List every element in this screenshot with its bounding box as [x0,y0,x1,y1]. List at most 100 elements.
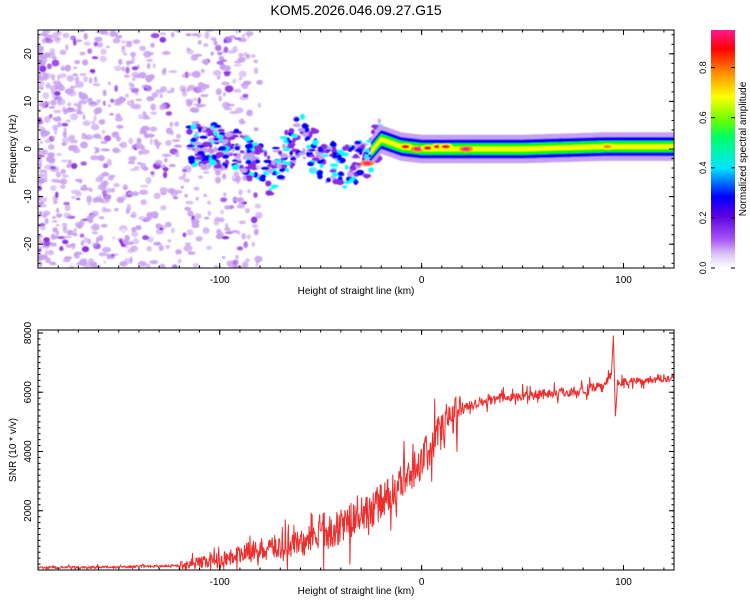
spectrogram-cell [130,51,137,58]
spectrogram-cell [211,154,217,160]
spectrogram-cell [186,144,195,148]
spectrogram-cell [342,185,348,189]
spectrogram-cell [52,216,56,219]
spectrogram-cell [102,90,107,97]
spectrogram-cell [93,261,97,267]
spectrogram-cell [253,67,259,75]
spectrogram-cell [213,137,219,141]
spectrogram-cell [152,63,156,69]
spectrogram-cell [289,150,293,156]
snr-series-line [38,335,674,570]
spectrogram-cell [121,66,126,72]
spectrogram-cell [38,181,43,188]
colorbar-tick-label: 0.8 [698,61,708,74]
spectrogram-cell [170,227,175,234]
spectrogram-cell [238,77,243,81]
spectrogram-cell [312,139,319,146]
spectrogram-cell [45,82,51,89]
spectrogram-x-label: Height of straight line (km) [298,286,415,297]
spectrogram-cell [119,143,123,147]
spectrogram-cell [121,40,126,44]
spectrogram-cell [55,166,59,172]
spectrogram-cell [173,144,182,148]
spectrogram-cell [231,230,239,233]
spectrogram-cell [46,63,53,70]
spectrogram-cell [311,168,316,172]
spectrogram-cell [300,128,306,132]
spectrogram-cell [71,196,76,199]
spectrogram-cell [55,171,62,178]
spectrogram-cell [92,223,100,231]
spectrogram-cell [353,153,359,158]
spectrogram-cell [134,142,143,150]
spectrogram-cell [191,121,200,125]
spectrogram-cell [336,160,340,164]
spectrogram-cell [106,159,113,166]
spectrogram-cell [38,248,42,253]
spectrogram-cell [284,129,289,136]
spectrogram-cell [347,171,354,177]
spectrogram-cell [246,109,254,117]
spectrogram-cell [214,44,222,52]
spectrogram-cell [222,91,226,97]
spectrogram-cell [80,240,85,247]
spectrogram-cell [240,83,247,87]
spectrogram-cell [82,59,89,66]
spectrogram-cell [185,33,192,37]
spectrogram-cell [207,200,212,205]
spectrogram-cell [232,46,238,53]
spectrogram-cell [98,252,108,257]
spectrogram-cell [106,187,112,194]
spectrogram-cell [81,136,90,140]
spectrogram-cell [195,196,199,201]
spectrogram-cell [70,163,78,169]
spectrogram-cell [139,45,147,51]
spectrogram-cell [64,64,71,72]
spectrogram-cell [38,149,41,155]
spectrogram-cell [128,138,133,145]
spectrogram-cell [260,178,266,182]
spectrogram-cell [102,246,112,253]
spectrogram-cell [118,96,124,103]
spectrogram-cell [86,97,90,103]
spectrogram-cell [112,236,116,240]
y-tick-label: 8000 [23,321,34,344]
spectrogram-cell [282,143,286,149]
spectrogram-cell [60,184,66,189]
spectrogram-cell [138,216,146,221]
spectrogram-cell [52,227,58,233]
spectrogram-cell [196,103,203,108]
spectrogram-cell [88,97,93,105]
spectrogram-cell [216,228,222,235]
spectrogram-cell [279,136,288,139]
spectrogram-cell [241,233,246,240]
spectrogram-cell [81,246,90,253]
spectrogram-cell [139,189,149,195]
spectrogram-cell [43,101,51,105]
spectrogram-cell [185,200,194,205]
spectrogram-cell [146,211,155,218]
spectrogram-cell [42,210,51,216]
spectrogram-cell [107,104,112,107]
spectrogram-cell [253,127,259,132]
spectrogram-cell [212,99,218,107]
spectrogram-cell [60,178,68,185]
spectrogram-cell [342,146,347,151]
spectrogram-cell [149,260,159,265]
spectrogram-cell [371,124,379,129]
spectrogram-cell [126,241,134,246]
spectrogram-cell [249,158,256,161]
spectrogram-cell [291,133,298,138]
spectrogram-hotspot-core [423,146,432,150]
spectrogram-cell [224,66,231,71]
spectrogram-cell [147,52,154,56]
snr-y-label: SNR (10 * v/v) [8,418,19,482]
spectrogram-cell [206,127,211,134]
spectrogram-cell [150,33,160,39]
spectrogram-cell [38,124,42,128]
spectrogram-cell [261,166,270,170]
spectrogram-cell [65,44,69,51]
spectrogram-cell [213,164,223,169]
spectrogram-cell [65,119,71,123]
spectrogram-cell [159,187,168,194]
